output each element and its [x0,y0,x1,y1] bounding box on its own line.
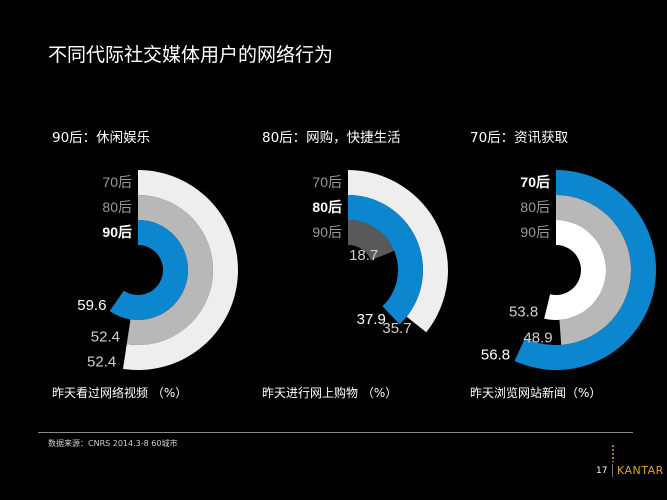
value-label: 56.8 [481,346,510,363]
series-label: 90后 [312,224,342,240]
page-title: 不同代际社交媒体用户的网络行为 [48,44,334,66]
brand-dots-icon [612,444,614,462]
value-label: 18.7 [349,247,378,264]
value-label: 59.6 [77,297,106,314]
value-label: 37.9 [357,311,386,328]
series-label: 70后 [102,174,132,190]
arc-bar-90后 [109,220,188,320]
brand-logo: KANTAR [612,464,664,477]
chart-title: 90后：休闲娱乐 [52,130,151,146]
chart-title: 80后：网购，快捷生活 [262,130,401,146]
footer-divider [38,432,633,433]
radial-chart-svg: 35.7 70后 37.9 80后 18.7 90后 [312,170,448,337]
arc-bar-80后 [126,195,214,345]
arc-bar-90后 [348,220,395,261]
chart-caption: 昨天浏览网站新闻（%） [470,386,602,400]
value-label: 52.4 [87,353,116,370]
arc-bar-80后 [348,195,423,325]
chart-caption: 昨天进行网上购物 （%） [262,386,398,400]
series-label: 70后 [520,174,550,190]
radial-chart-svg: 52.4 70后 52.4 80后 59.6 90后 [77,170,239,371]
chart-news: 70后：资讯获取 56.8 70后 48.9 80后 53.8 90后 昨天浏览网站新闻（… [470,118,667,400]
radial-chart-svg: 56.8 70后 48.9 80后 53.8 90后 [481,170,657,370]
chart-shopping: 80后：网购，快捷生活 35.7 70后 37.9 80后 18.7 90后 昨天进行网上… [262,118,462,400]
series-label: 80后 [102,199,132,215]
arc-bar-70后 [514,170,657,370]
chart-caption: 昨天看过网络视频 （%） [52,386,188,400]
arc-bar-80后 [556,195,631,345]
value-label: 52.4 [91,329,120,346]
page-number: 17 [596,466,608,476]
series-label: 80后 [312,199,342,215]
arc-bar-70后 [348,170,448,333]
chart-title: 70后：资讯获取 [470,130,569,146]
arc-bar-70后 [122,170,239,371]
series-label: 80后 [520,199,550,215]
arc-bar-90后 [544,220,606,320]
data-source: 数据来源：CNRS 2014.3-8 60城市 [48,439,178,448]
value-label: 35.7 [382,320,411,337]
series-label: 90后 [102,224,132,240]
series-label: 70后 [312,174,342,190]
value-label: 48.9 [523,329,552,346]
value-label: 53.8 [509,303,538,320]
chart-video: 90后：休闲娱乐 52.4 70后 52.4 80后 59.6 90后 昨天看过网络视频 … [52,118,252,400]
series-label: 90后 [520,224,550,240]
